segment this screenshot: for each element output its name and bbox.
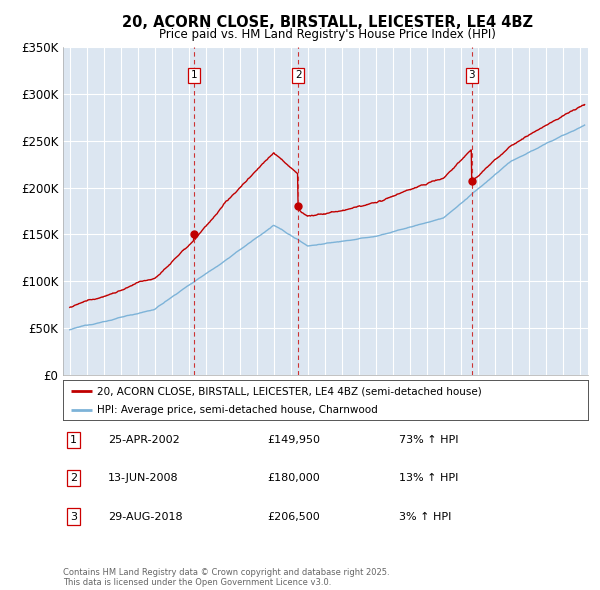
Text: 20, ACORN CLOSE, BIRSTALL, LEICESTER, LE4 4BZ (semi-detached house): 20, ACORN CLOSE, BIRSTALL, LEICESTER, LE… bbox=[97, 386, 482, 396]
Text: 1: 1 bbox=[191, 70, 197, 80]
Text: Price paid vs. HM Land Registry's House Price Index (HPI): Price paid vs. HM Land Registry's House … bbox=[158, 28, 496, 41]
Text: 25-APR-2002: 25-APR-2002 bbox=[108, 435, 180, 445]
Text: 3: 3 bbox=[70, 512, 77, 522]
Text: £206,500: £206,500 bbox=[267, 512, 320, 522]
Text: 29-AUG-2018: 29-AUG-2018 bbox=[108, 512, 182, 522]
Text: 13% ↑ HPI: 13% ↑ HPI bbox=[399, 473, 458, 483]
Text: 13-JUN-2008: 13-JUN-2008 bbox=[108, 473, 179, 483]
Text: 2: 2 bbox=[295, 70, 302, 80]
Text: HPI: Average price, semi-detached house, Charnwood: HPI: Average price, semi-detached house,… bbox=[97, 405, 378, 415]
Text: 20, ACORN CLOSE, BIRSTALL, LEICESTER, LE4 4BZ: 20, ACORN CLOSE, BIRSTALL, LEICESTER, LE… bbox=[121, 15, 533, 30]
Text: 73% ↑ HPI: 73% ↑ HPI bbox=[399, 435, 458, 445]
Text: Contains HM Land Registry data © Crown copyright and database right 2025.
This d: Contains HM Land Registry data © Crown c… bbox=[63, 568, 389, 587]
Text: 2: 2 bbox=[70, 473, 77, 483]
Text: 3% ↑ HPI: 3% ↑ HPI bbox=[399, 512, 451, 522]
Text: £149,950: £149,950 bbox=[267, 435, 320, 445]
Text: 1: 1 bbox=[70, 435, 77, 445]
Text: 3: 3 bbox=[469, 70, 475, 80]
Text: £180,000: £180,000 bbox=[267, 473, 320, 483]
